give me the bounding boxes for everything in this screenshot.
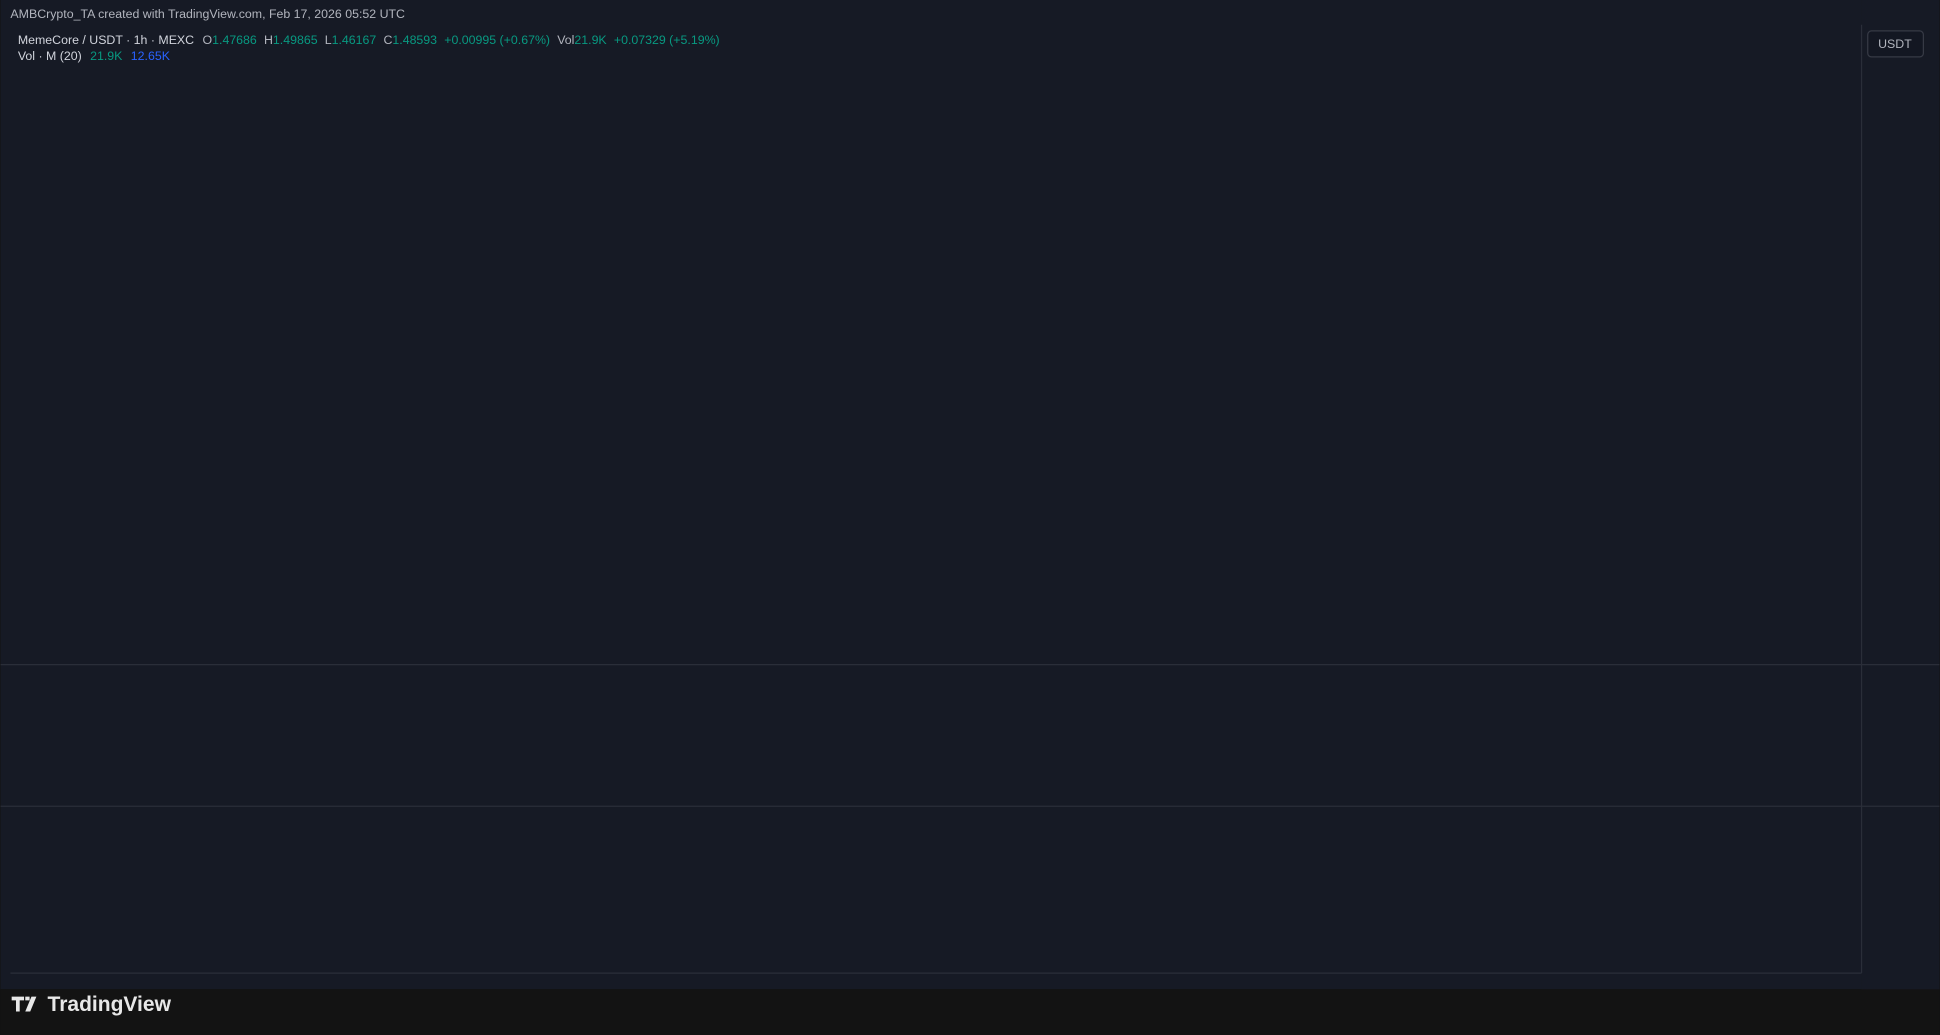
ohlc-value: 1.46167 xyxy=(332,33,377,47)
vol-change: +0.07329 (+5.19%) xyxy=(614,33,720,47)
credit: AMBCrypto_TA created with TradingView.co… xyxy=(10,7,405,21)
ohlc-value: 1.48593 xyxy=(392,33,437,47)
footer-background xyxy=(0,989,1940,1035)
ohlc-key: H xyxy=(264,33,273,47)
ohlc-value: 1.49865 xyxy=(273,33,318,47)
ohlc-key: C xyxy=(383,33,392,47)
volume-last: 21.9K xyxy=(90,49,123,63)
logo-icon xyxy=(11,996,37,1012)
ohlc-key: O xyxy=(203,33,213,47)
vol-key: Vol xyxy=(557,33,574,47)
price-axis-panel xyxy=(1861,0,1940,990)
vol-value: 21.9K xyxy=(574,33,607,47)
symbol: MemeCore / USDT · 1h · MEXC xyxy=(18,33,194,47)
brand-name: TradingView xyxy=(48,993,172,1016)
chart-background xyxy=(0,0,1940,990)
currency-label[interactable]: USDT xyxy=(1878,37,1912,51)
volume-ma-last: 12.65K xyxy=(131,49,171,63)
volume-title: Vol · M (20) xyxy=(18,49,82,63)
brand-logo: TradingView xyxy=(11,993,172,1016)
legend-row: MemeCore / USDT · 1h · MEXC O1.47686 H1.… xyxy=(18,33,720,47)
volume-legend: Vol · M (20) 21.9K 12.65K xyxy=(18,49,171,63)
change: +0.00995 (+0.67%) xyxy=(444,33,550,47)
currency-button[interactable] xyxy=(1867,30,1925,58)
ohlc-value: 1.47686 xyxy=(212,33,257,47)
ohlc-key: L xyxy=(325,33,332,47)
